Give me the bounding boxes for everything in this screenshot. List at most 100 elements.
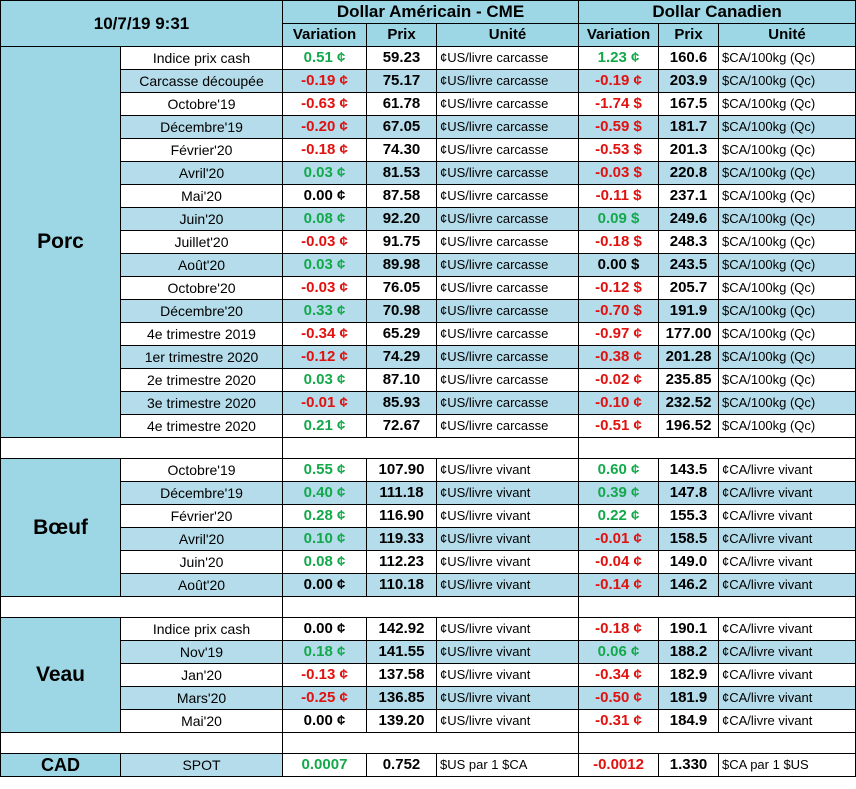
row-label: Février'20 xyxy=(120,138,283,162)
spacer-cell xyxy=(578,437,856,459)
row-label: 1er trimestre 2020 xyxy=(120,345,283,369)
us-price: 137.58 xyxy=(366,663,437,687)
spot-label: SPOT xyxy=(120,753,283,777)
table-row: 4e trimestre 2020 0.21 ¢ 72.67 ¢US/livre ca… xyxy=(1,414,856,438)
spacer-cell xyxy=(0,596,283,618)
us-unit: ¢US/livre carcasse xyxy=(435,299,580,323)
row-label: Décembre'19 xyxy=(120,481,283,505)
row-label: Juin'20 xyxy=(120,207,283,231)
us-unit: ¢US/livre vivant xyxy=(435,458,580,482)
us-price: 85.93 xyxy=(366,391,437,415)
table-row: Août'20 0.00 ¢ 110.18 ¢US/livre vivant -0.14… xyxy=(1,573,856,597)
us-unit: ¢US/livre carcasse xyxy=(435,414,580,438)
cad-us-price: 0.752 xyxy=(366,753,437,777)
ca-variation: -0.18 ¢ xyxy=(578,617,660,641)
table-row: Porc Indice prix cash 0.51 ¢ 59.23 ¢US/livre… xyxy=(0,46,856,438)
ca-price: 182.9 xyxy=(658,663,720,687)
ca-unit: $CA/100kg (Qc) xyxy=(718,92,856,116)
cad-dollar-header: Dollar Canadien xyxy=(578,0,856,24)
us-unit: ¢US/livre carcasse xyxy=(435,46,580,70)
spacer-cell xyxy=(0,437,283,459)
row-label: Octobre'19 xyxy=(120,92,283,116)
us-unit: ¢US/livre vivant xyxy=(435,686,580,710)
table-row: 3e trimestre 2020 -0.01 ¢ 85.93 ¢US/livre c… xyxy=(1,391,856,415)
us-variation: 0.03 ¢ xyxy=(282,253,367,277)
us-price: 61.78 xyxy=(366,92,437,116)
ca-unit: $CA/100kg (Qc) xyxy=(718,69,856,93)
table-row: Août'20 0.03 ¢ 89.98 ¢US/livre carcasse 0.00… xyxy=(1,253,856,277)
spacer-row xyxy=(0,732,856,754)
us-unit: ¢US/livre carcasse xyxy=(435,92,580,116)
us-unit: ¢US/livre carcasse xyxy=(435,391,580,415)
ca-price: 158.5 xyxy=(658,527,720,551)
us-variation: 0.21 ¢ xyxy=(282,414,367,438)
us-variation: 0.08 ¢ xyxy=(282,550,367,574)
ca-price: 155.3 xyxy=(658,504,720,528)
spacer-cell xyxy=(578,596,856,618)
us-price: 76.05 xyxy=(366,276,437,300)
ca-variation: -0.53 $ xyxy=(578,138,660,162)
us-unit: ¢US/livre vivant xyxy=(435,527,580,551)
ca-price: 235.85 xyxy=(658,368,720,392)
row-label: 2e trimestre 2020 xyxy=(120,368,283,392)
us-variation: 0.00 ¢ xyxy=(282,184,367,208)
us-variation: 0.40 ¢ xyxy=(282,481,367,505)
ca-variation: -0.70 $ xyxy=(578,299,660,323)
ca-variation: 0.09 $ xyxy=(578,207,660,231)
us-price: 110.18 xyxy=(366,573,437,597)
ca-unit: ¢CA/livre vivant xyxy=(718,550,856,574)
ca-unit: $CA/100kg (Qc) xyxy=(718,276,856,300)
cad-ca-variation: -0.0012 xyxy=(578,753,660,777)
row-label: 4e trimestre 2020 xyxy=(120,414,283,438)
ca-price: 220.8 xyxy=(658,161,720,185)
timestamp: 10/7/19 9:31 xyxy=(0,0,283,47)
us-price: 70.98 xyxy=(366,299,437,323)
ca-variation: -0.59 $ xyxy=(578,115,660,139)
ca-variation: -0.18 $ xyxy=(578,230,660,254)
us-unit: ¢US/livre carcasse xyxy=(435,207,580,231)
row-label: Février'20 xyxy=(120,504,283,528)
ca-variation: -0.12 $ xyxy=(578,276,660,300)
row-label: Avril'20 xyxy=(120,161,283,185)
spacer-row xyxy=(0,596,856,618)
ca-unit: ¢CA/livre vivant xyxy=(718,640,856,664)
us-price: 81.53 xyxy=(366,161,437,185)
ca-variation: -0.14 ¢ xyxy=(578,573,660,597)
row-label: Mai'20 xyxy=(120,709,283,733)
cad-us-unit: $US par 1 $CA xyxy=(435,753,580,777)
row-label: Avril'20 xyxy=(120,527,283,551)
spacer-row xyxy=(0,437,856,459)
ca-price: 232.52 xyxy=(658,391,720,415)
ca-variation: 0.22 ¢ xyxy=(578,504,660,528)
category-veau: Veau xyxy=(0,617,121,733)
ca-price: 205.7 xyxy=(658,276,720,300)
us-price: 67.05 xyxy=(366,115,437,139)
us-price: 142.92 xyxy=(366,617,437,641)
us-unit: ¢US/livre vivant xyxy=(435,573,580,597)
ca-variation: 0.00 $ xyxy=(578,253,660,277)
row-label: Décembre'20 xyxy=(120,299,283,323)
us-dollar-header: Dollar Américain - CME xyxy=(281,0,580,24)
us-variation: 0.28 ¢ xyxy=(282,504,367,528)
row-label: Août'20 xyxy=(120,573,283,597)
us-prix-header: Prix xyxy=(366,23,437,47)
ca-variation: 1.23 ¢ xyxy=(578,46,660,70)
us-price: 74.30 xyxy=(366,138,437,162)
ca-price: 191.9 xyxy=(658,299,720,323)
spacer-cell xyxy=(0,732,283,754)
table-row: Juillet'20 -0.03 ¢ 91.75 ¢US/livre carcasse… xyxy=(1,230,856,254)
table-row: 4e trimestre 2019 -0.34 ¢ 65.29 ¢US/livre c… xyxy=(1,322,856,346)
table-row: Jan'20 -0.13 ¢ 137.58 ¢US/livre vivant -0.34… xyxy=(1,663,856,687)
us-unit: ¢US/livre vivant xyxy=(435,481,580,505)
cad-row: CAD SPOT 0.0007 0.752 $US par 1 $CA -0.0012 1.… xyxy=(0,753,856,777)
spacer-cell xyxy=(281,732,580,754)
ca-unit: $CA/100kg (Qc) xyxy=(718,345,856,369)
row-label: Jan'20 xyxy=(120,663,283,687)
ca-price: 249.6 xyxy=(658,207,720,231)
table-row: Juin'20 0.08 ¢ 112.23 ¢US/livre vivant -0.04… xyxy=(1,550,856,574)
ca-variation: -0.01 ¢ xyxy=(578,527,660,551)
row-label: Décembre'19 xyxy=(120,115,283,139)
us-variation: 0.55 ¢ xyxy=(282,458,367,482)
us-price: 139.20 xyxy=(366,709,437,733)
us-price: 75.17 xyxy=(366,69,437,93)
